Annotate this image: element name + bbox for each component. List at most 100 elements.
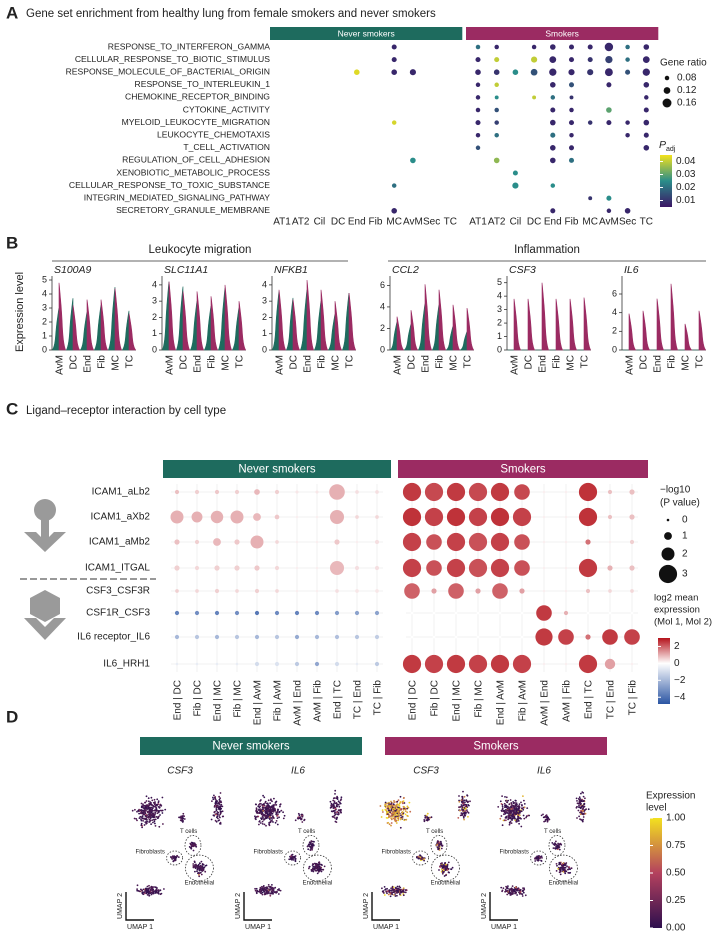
umap-cell (152, 822, 154, 824)
umap-cell (141, 820, 143, 822)
umap-cell (145, 888, 147, 890)
dot (410, 69, 416, 75)
size-legend-label: 2 (682, 549, 688, 560)
y-tick-label: 0 (497, 344, 502, 354)
umap-cell (141, 827, 143, 829)
umap-x-label: UMAP 1 (373, 924, 399, 931)
umap-cell (142, 815, 144, 817)
dot (605, 43, 613, 51)
dot (215, 635, 219, 639)
dot (476, 133, 480, 137)
umap-cell (279, 806, 281, 808)
umap-cell (151, 819, 153, 821)
umap-cell (150, 808, 152, 810)
umap-cell (273, 798, 275, 800)
size-legend-label: 0.08 (677, 73, 697, 84)
umap-cell (397, 886, 399, 888)
umap-cell (526, 807, 528, 809)
umap-cell (393, 805, 395, 807)
dot (605, 68, 613, 76)
dot (356, 663, 359, 666)
dot (476, 95, 480, 99)
umap-cell (266, 806, 268, 808)
umap-cell (514, 893, 516, 895)
umap-cell (401, 816, 403, 818)
y-tick-label: 0 (42, 344, 47, 354)
umap-cell (152, 815, 154, 817)
dot (448, 583, 464, 599)
umap-cell (538, 855, 540, 857)
umap-cell (438, 869, 440, 871)
dot (392, 183, 396, 187)
violin-half (584, 298, 591, 351)
gene-label: IL6 (624, 264, 639, 276)
umap-cell (391, 819, 393, 821)
x-tick-label: End | AvM (253, 680, 264, 725)
umap-cell (198, 864, 200, 866)
umap-cell (393, 803, 395, 805)
violin-half (197, 291, 204, 350)
umap-cell (519, 890, 521, 892)
x-tick-label: AvM (275, 355, 286, 375)
umap-cell (193, 850, 195, 852)
dot (514, 484, 530, 500)
umap-cell (215, 814, 217, 816)
umap-x-label: UMAP 1 (127, 924, 153, 931)
umap-cell (510, 799, 512, 801)
umap-cell (513, 889, 515, 891)
violin-half (391, 322, 398, 350)
umap-y-label: UMAP 2 (117, 893, 124, 919)
umap-cell (262, 814, 264, 816)
dot (608, 589, 612, 593)
umap-cell (280, 810, 282, 812)
umap-cell (274, 808, 276, 810)
cluster-annotation: Fibroblasts (382, 849, 411, 855)
umap-cell (510, 802, 512, 804)
umap-cell (143, 813, 145, 815)
umap-cell (497, 806, 499, 808)
dot (579, 559, 597, 577)
umap-cell (500, 800, 502, 802)
dot (644, 145, 650, 151)
umap-cell (217, 818, 219, 820)
dot (411, 612, 414, 615)
y-tick-label: 4 (152, 279, 157, 289)
umap-cell (445, 874, 447, 876)
umap-cell (341, 796, 343, 798)
umap-cell (395, 804, 397, 806)
umap-cell (146, 800, 148, 802)
umap-cell (254, 888, 256, 890)
umap-cell (301, 814, 303, 816)
umap-cell (268, 823, 270, 825)
dot (513, 69, 519, 75)
umap-cell (334, 802, 336, 804)
violin-half (169, 282, 176, 350)
umap-cell (508, 815, 510, 817)
x-tick-label: TC | Fib (628, 680, 639, 716)
umap-cell (277, 815, 279, 817)
umap-cell (578, 816, 580, 818)
umap-cell (520, 826, 522, 828)
umap-cell (157, 889, 159, 891)
umap-cell (512, 891, 514, 893)
umap-cell (262, 810, 264, 812)
dot (569, 82, 574, 87)
umap-cell (157, 810, 159, 812)
x-tick-label: End (653, 355, 664, 373)
umap-cell (523, 892, 525, 894)
x-tick-label: AvM (55, 355, 66, 375)
umap-cell (271, 812, 273, 814)
umap-cell (564, 873, 566, 875)
x-tick-label: DC (289, 355, 300, 369)
size-legend-dot (664, 87, 671, 94)
umap-cell (151, 804, 153, 806)
x-tick-label: MC (566, 355, 577, 371)
umap-cell (158, 800, 160, 802)
dot (255, 662, 259, 666)
violin-half (439, 290, 446, 350)
dot (295, 635, 299, 639)
dot (447, 508, 465, 526)
umap-cell (155, 886, 157, 888)
umap-cell (514, 802, 516, 804)
